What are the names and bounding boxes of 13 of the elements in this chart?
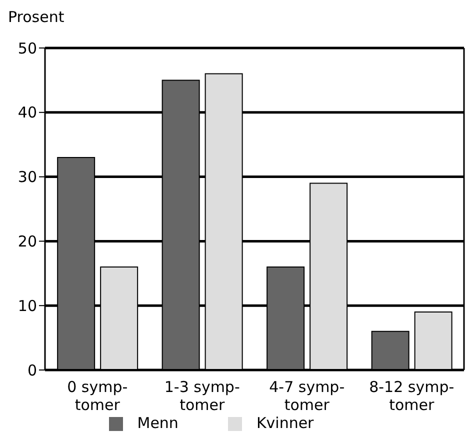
y-tick-label: 40 (18, 104, 37, 122)
x-tick-label: 8-12 symp- tomer (369, 378, 454, 414)
legend-label: Kvinner (256, 414, 314, 432)
y-tick-label: 30 (18, 168, 37, 186)
y-tick-label: 50 (18, 39, 37, 58)
legend-label: Menn (137, 414, 178, 432)
y-tick-label: 10 (18, 296, 37, 315)
y-tick-label: 0 (27, 361, 37, 380)
x-tick-label: 4-7 symp- tomer (269, 378, 345, 414)
y-axis-title: Prosent (8, 8, 64, 26)
y-tick-label: 20 (18, 232, 37, 251)
x-tick-label: 0 symp- tomer (67, 378, 128, 414)
x-tick-label: 1-3 symp- tomer (164, 378, 240, 414)
